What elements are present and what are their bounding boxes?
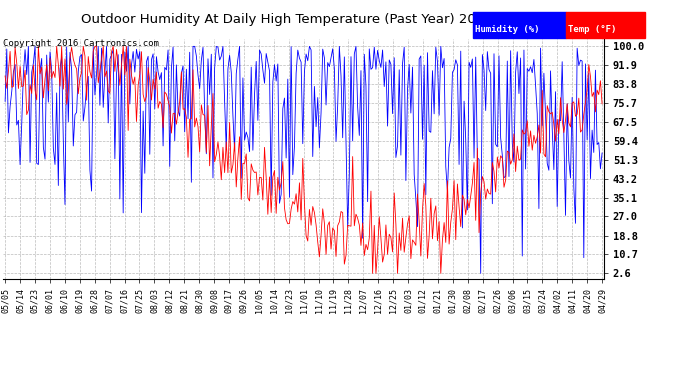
Text: Outdoor Humidity At Daily High Temperature (Past Year) 20160505: Outdoor Humidity At Daily High Temperatu… — [81, 13, 526, 26]
Text: Temp (°F): Temp (°F) — [568, 26, 616, 34]
Text: Copyright 2016 Cartronics.com: Copyright 2016 Cartronics.com — [3, 39, 159, 48]
Text: Humidity (%): Humidity (%) — [475, 26, 539, 34]
